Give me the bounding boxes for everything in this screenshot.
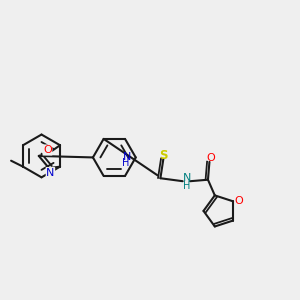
Text: N: N <box>183 173 191 183</box>
Text: O: O <box>234 196 243 206</box>
Text: O: O <box>43 145 52 155</box>
Text: N: N <box>123 152 132 162</box>
Text: H: H <box>184 181 191 191</box>
Text: N: N <box>46 168 55 178</box>
Text: N: N <box>46 168 55 178</box>
Text: S: S <box>159 149 168 162</box>
Text: O: O <box>207 153 215 163</box>
Text: H: H <box>122 158 130 168</box>
Text: O: O <box>43 145 52 155</box>
